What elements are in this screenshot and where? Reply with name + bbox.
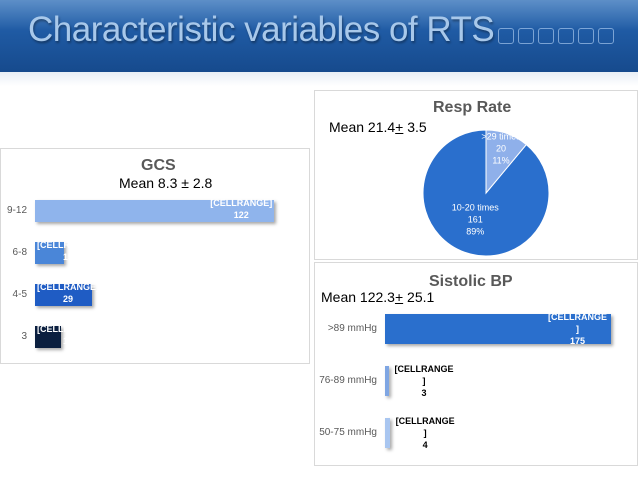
gcs-plot-area: 9-12 [CELLRANGE] 122 6-8 [CELLRANGE] 15 4-5 [… [1,149,311,365]
bar [385,366,389,396]
bar [385,418,391,448]
bar [35,200,275,222]
gcs-chart-title: GCS [141,157,176,174]
title-rule [0,72,638,86]
resp-rate-chart-title: Resp Rate [433,99,512,116]
data-label: [CELLRANGE ] 175 [548,312,608,346]
resp-mean-sd: 3.5 [403,119,427,135]
resp-mean-value: Mean 21.4 [329,119,396,135]
category-label: 76-89 mmHg [319,375,377,386]
sistolic-bp-mean-text: Mean 122.3+ 25.1 [321,289,434,305]
bp-mean-sd: 25.1 [403,289,435,305]
bp-mean-value: Mean 122.3 [321,289,395,305]
bar [35,242,65,264]
sistolic-bp-chart-panel: Sistolic BP Mean 122.3+ 25.1 >89 mmHg [CE… [314,262,638,466]
pie-data-label: 11% [492,156,509,166]
title-banner: Characteristic variables of RTS [0,0,638,72]
data-label: [CELLRANGE ] 3 [394,364,454,398]
category-label: 3 [21,331,27,342]
bar [385,314,611,344]
pie-data-label: 10-20 times [452,203,500,213]
data-label: [CELLRANGE] 13 [37,324,99,346]
data-label: [CELLRANGE] 122 [210,198,273,220]
data-label: [CELLRANGE ] 4 [395,416,455,450]
bar [35,326,61,348]
data-label: [CELLRANGE] 15 [37,240,99,262]
pie-data-label: 89% [466,227,484,237]
resp-rate-mean-text: Mean 21.4+ 3.5 [329,119,427,135]
pie-data-label: 161 [468,215,483,225]
category-label: 9-12 [6,205,27,216]
resp-rate-chart-panel: Resp Rate Mean 21.4+ 3.5 10-20 times 161 8… [314,90,638,260]
gcs-mean-text: Mean 8.3 ± 2.8 [119,175,213,191]
gcs-chart-panel: GCS Mean 8.3 ± 2.8 9-12 [CELLRANGE] 122 6-… [0,148,310,364]
resp-mean-plusminus: + [395,119,404,135]
category-label: 50-75 mmHg [319,427,377,438]
pie-slice [485,129,528,195]
slide-title: Characteristic variables of RTS [28,10,495,49]
pie-data-label: >29 times [481,132,521,142]
banner-shine [0,0,638,30]
bar [35,284,92,306]
category-label: 4-5 [12,289,27,300]
resp-rate-pie: 10-20 times 161 89% >29 times 20 11% [422,129,550,257]
sistolic-bp-chart-title: Sistolic BP [429,273,513,290]
pie-data-label: 20 [496,144,506,154]
category-label: 6-8 [12,247,27,258]
data-label: [CELLRANGE] 29 [37,282,99,304]
category-label: >89 mmHg [327,323,377,334]
bp-plot-area: >89 mmHg [CELLRANGE ] 175 76-89 mmHg [CELLR… [315,263,638,467]
bp-mean-plusminus: + [394,289,404,305]
